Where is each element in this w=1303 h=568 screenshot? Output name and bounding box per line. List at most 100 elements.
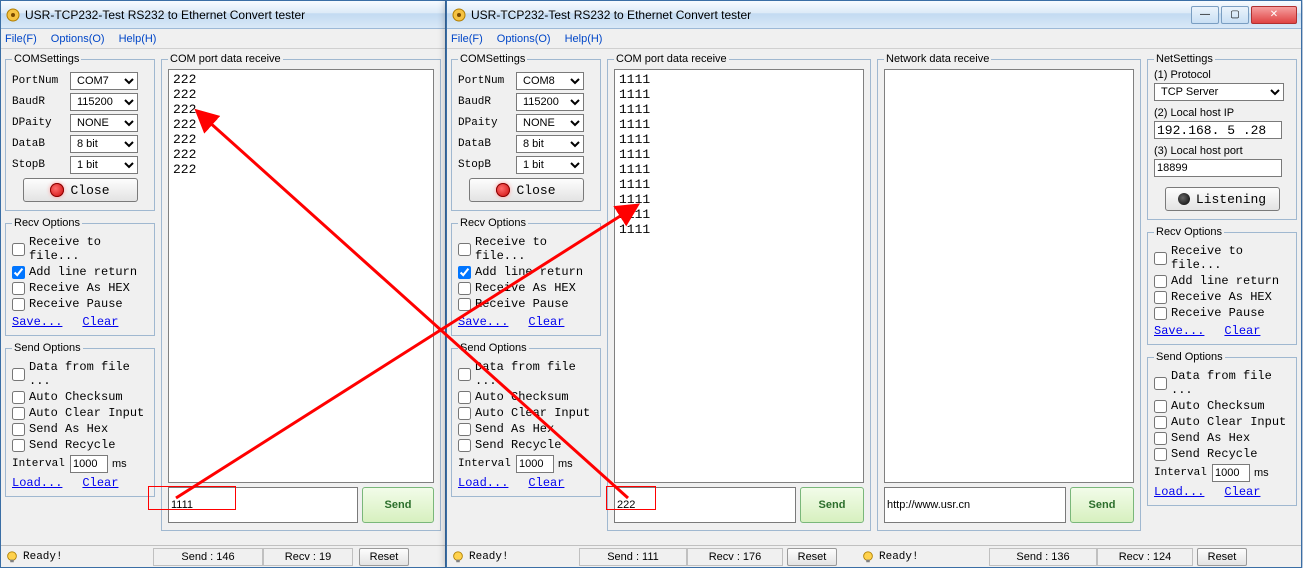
auto-checksum-check[interactable]: Auto Checksum [1154,399,1290,413]
send-clear-link[interactable]: Clear [528,476,564,490]
send-button[interactable]: Send [800,487,864,523]
send-button[interactable]: Send [362,487,434,523]
recv-clear-link[interactable]: Clear [528,315,564,329]
auto-checksum-check[interactable]: Auto Checksum [458,390,594,404]
com-receive-text[interactable]: 1111 1111 1111 1111 1111 1111 1111 1111 … [614,69,864,483]
recv-save-link[interactable]: Save... [1154,324,1204,338]
recv-as-hex-check[interactable]: Receive As HEX [458,281,594,295]
auto-clear-input-check[interactable]: Auto Clear Input [12,406,148,420]
recv-save-link[interactable]: Save... [458,315,508,329]
send-input-net[interactable] [884,487,1066,523]
recv-pause-check[interactable]: Receive Pause [1154,306,1290,320]
reset-button[interactable]: Reset [359,548,409,566]
send-recycle-check[interactable]: Send Recycle [1154,447,1290,461]
recv-options-legend: Recv Options [12,217,82,229]
port-input[interactable] [1154,159,1282,177]
recv-pause-check[interactable]: Receive Pause [12,297,148,311]
status-send: Send : 146 [153,548,263,566]
ip-label: (2) Local host IP [1154,107,1290,119]
send-input[interactable] [614,487,796,523]
baudr-select[interactable]: 115200 [70,93,138,111]
status-recv: Recv : 19 [263,548,353,566]
add-line-return-check[interactable]: Add line return [1154,274,1290,288]
record-icon [50,183,64,197]
close-com-button[interactable]: Close [23,178,138,202]
stopb-select[interactable]: 1 bit [70,156,138,174]
send-load-link[interactable]: Load... [458,476,508,490]
stopb-select[interactable]: 1 bit [516,156,584,174]
recv-to-file-check[interactable]: Receive to file... [458,235,594,263]
reset-button-com[interactable]: Reset [787,548,837,566]
close-window-button[interactable]: ✕ [1251,6,1297,24]
datab-select[interactable]: 8 bit [516,135,584,153]
window-title: USR-TCP232-Test RS232 to Ethernet Conver… [471,8,1191,22]
recv-clear-link[interactable]: Clear [82,315,118,329]
recv-save-link[interactable]: Save... [12,315,62,329]
add-line-return-check[interactable]: Add line return [12,265,148,279]
menu-file[interactable]: File(F) [451,33,483,45]
data-from-file-check[interactable]: Data from file ... [1154,369,1290,397]
recv-as-hex-check[interactable]: Receive As HEX [1154,290,1290,304]
window-2: USR-TCP232-Test RS232 to Ethernet Conver… [446,0,1302,568]
auto-checksum-check[interactable]: Auto Checksum [12,390,148,404]
send-input[interactable] [168,487,358,523]
status-recv-com: Recv : 176 [687,548,783,566]
minimize-button[interactable]: — [1191,6,1219,24]
recv-as-hex-check[interactable]: Receive As HEX [12,281,148,295]
status-send-com: Send : 111 [579,548,687,566]
status-dot-icon [1178,193,1190,205]
com-receive-group: COM port data receive 1111 1111 1111 111… [607,53,871,531]
baudr-select[interactable]: 115200 [516,93,584,111]
net-receive-text[interactable] [884,69,1134,483]
listening-button[interactable]: Listening [1165,187,1280,211]
add-line-return-check[interactable]: Add line return [458,265,594,279]
client-2: COMSettings PortNumCOM8 BaudR115200 DPai… [447,49,1301,547]
datab-select[interactable]: 8 bit [70,135,138,153]
send-as-hex-check[interactable]: Send As Hex [12,422,148,436]
auto-clear-input-check[interactable]: Auto Clear Input [458,406,594,420]
reset-button-net[interactable]: Reset [1197,548,1247,566]
recv-to-file-check[interactable]: Receive to file... [1154,244,1290,272]
maximize-button[interactable]: ▢ [1221,6,1249,24]
auto-clear-input-check[interactable]: Auto Clear Input [1154,415,1290,429]
menu-help[interactable]: Help(H) [119,33,157,45]
dparity-select[interactable]: NONE [70,114,138,132]
portnum-label: PortNum [12,75,66,87]
recv-clear-link[interactable]: Clear [1224,324,1260,338]
interval-input[interactable] [70,455,108,473]
portnum-select[interactable]: COM7 [70,72,138,90]
data-from-file-check[interactable]: Data from file ... [458,360,594,388]
data-from-file-check[interactable]: Data from file ... [12,360,148,388]
ip-input[interactable] [1154,121,1282,139]
titlebar-2[interactable]: USR-TCP232-Test RS232 to Ethernet Conver… [447,1,1301,29]
dparity-select[interactable]: NONE [516,114,584,132]
menu-help[interactable]: Help(H) [565,33,603,45]
protocol-select[interactable]: TCP Server [1154,83,1284,101]
send-load-link[interactable]: Load... [1154,485,1204,499]
send-as-hex-check[interactable]: Send As Hex [458,422,594,436]
portnum-select[interactable]: COM8 [516,72,584,90]
send-button-net[interactable]: Send [1070,487,1134,523]
interval-input[interactable] [1212,464,1250,482]
com-receive-group: COM port data receive 222 222 222 222 22… [161,53,441,531]
com-receive-text[interactable]: 222 222 222 222 222 222 222 [168,69,434,483]
menu-options[interactable]: Options(O) [497,33,551,45]
send-load-link[interactable]: Load... [12,476,62,490]
menu-file[interactable]: File(F) [5,33,37,45]
send-recycle-check[interactable]: Send Recycle [12,438,148,452]
menu-options[interactable]: Options(O) [51,33,105,45]
send-as-hex-check[interactable]: Send As Hex [1154,431,1290,445]
close-com-button[interactable]: Close [469,178,584,202]
interval-label: Interval [12,458,66,470]
send-clear-link[interactable]: Clear [82,476,118,490]
recv-pause-check[interactable]: Receive Pause [458,297,594,311]
port-label: (3) Local host port [1154,145,1290,157]
status-ready: Ready! [23,551,153,563]
com-settings-group: COMSettings PortNumCOM7 BaudR115200 DPai… [5,53,155,211]
send-clear-link[interactable]: Clear [1224,485,1260,499]
recv-to-file-check[interactable]: Receive to file... [12,235,148,263]
send-options-group: Send Options Data from file ... Auto Che… [451,342,601,497]
titlebar-1[interactable]: USR-TCP232-Test RS232 to Ethernet Conver… [1,1,445,29]
send-recycle-check[interactable]: Send Recycle [458,438,594,452]
interval-input[interactable] [516,455,554,473]
